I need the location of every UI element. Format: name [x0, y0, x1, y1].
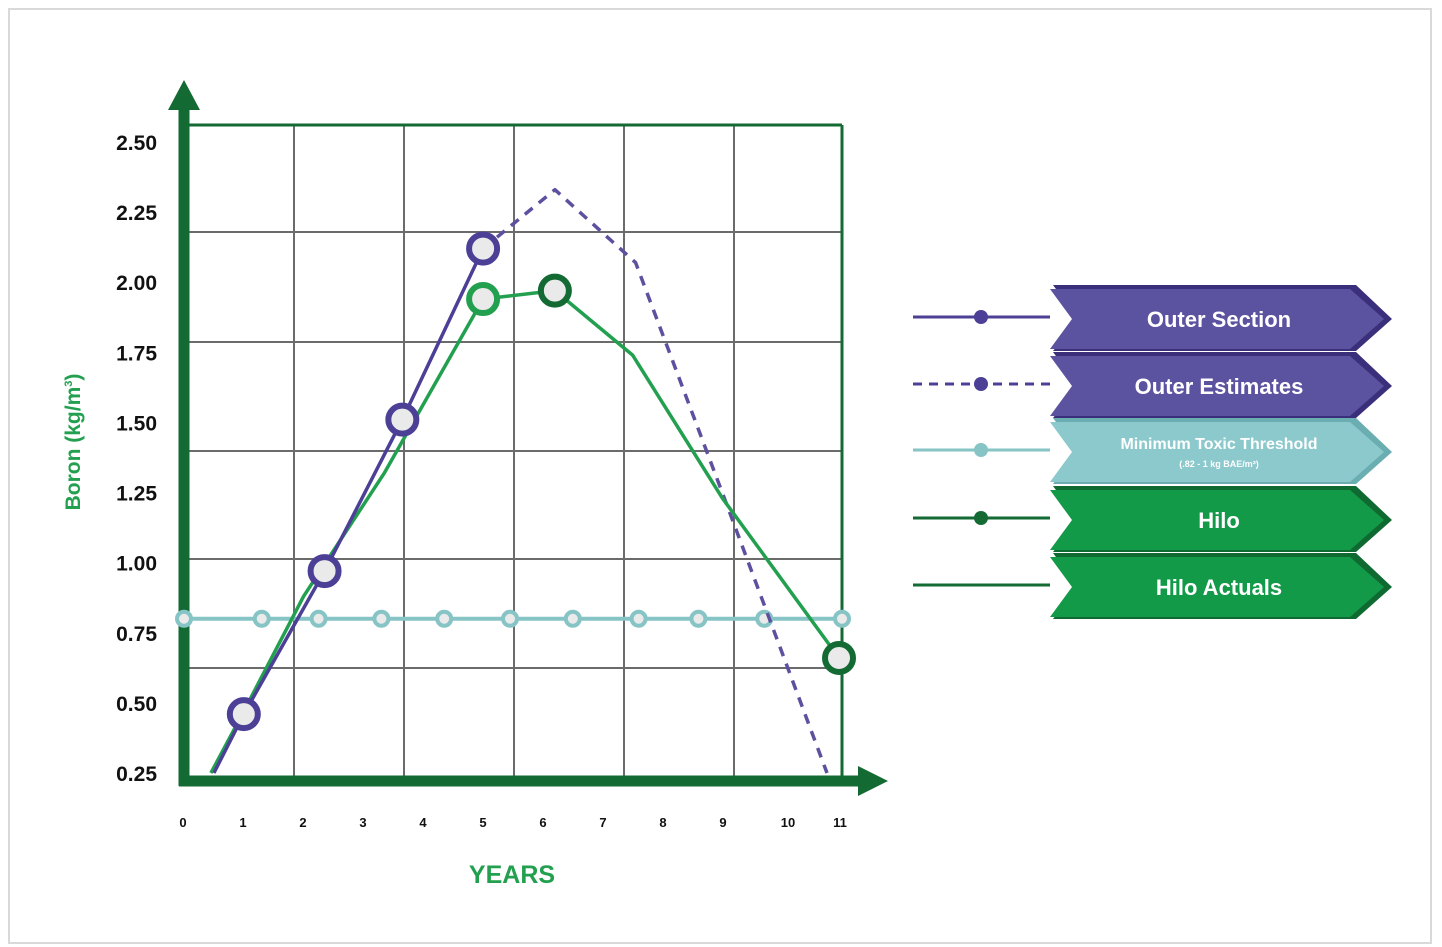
marker-minimum-toxic-threshold — [372, 609, 391, 628]
x-axis-arrow-icon — [858, 766, 888, 796]
axes — [168, 80, 888, 796]
x-tick-label: 0 — [179, 815, 186, 830]
legend-item-outer-section: Outer Section — [913, 285, 1392, 351]
marker-hilo-actuals — [466, 282, 501, 317]
x-tick-label: 10 — [781, 815, 795, 830]
marker-outer-section — [226, 697, 261, 732]
legend-dot-marker — [974, 443, 988, 457]
legend-item-hilo: Hilo — [913, 486, 1392, 552]
marker-outer-section — [385, 402, 420, 437]
x-tick-label: 9 — [719, 815, 726, 830]
series-line-outer-section — [212, 247, 485, 774]
y-tick-label: 1.50 — [116, 412, 157, 435]
marker-minimum-toxic-threshold — [689, 609, 708, 628]
legend-banner — [1050, 490, 1384, 550]
y-axis-label-close: ) — [62, 374, 85, 381]
legend-label: Hilo Actuals — [1156, 575, 1282, 600]
y-tick-label: 1.25 — [116, 483, 157, 506]
x-axis-label: YEARS — [469, 861, 555, 889]
legend-sublabel: (.82 - 1 kg BAE/m³) — [1179, 459, 1259, 469]
x-tick-label: 4 — [419, 815, 427, 830]
y-tick-label: 2.00 — [116, 272, 157, 295]
y-axis-arrow-icon — [168, 80, 200, 110]
legend-banner — [1050, 289, 1384, 349]
x-tick-label: 3 — [359, 815, 366, 830]
legend-banner — [1050, 557, 1384, 617]
y-tick-label: 1.75 — [116, 342, 157, 365]
x-tick-label: 11 — [833, 815, 847, 830]
marker-outer-section — [307, 554, 342, 589]
series — [175, 187, 857, 774]
marker-minimum-toxic-threshold — [175, 609, 193, 628]
marker-minimum-toxic-threshold — [833, 609, 851, 628]
y-tick-label: 2.25 — [116, 202, 157, 225]
x-tick-label: 2 — [299, 815, 306, 830]
marker-minimum-toxic-threshold — [252, 609, 271, 628]
legend-label: Minimum Toxic Threshold — [1120, 436, 1317, 453]
legend-label: Outer Estimates — [1135, 374, 1304, 399]
series-line-hilo-actuals — [209, 288, 841, 774]
y-tick-label: 1.00 — [116, 553, 157, 576]
y-tick-label: 0.50 — [116, 693, 157, 716]
series-line-outer-estimates — [481, 187, 829, 774]
x-tick-label: 1 — [239, 815, 246, 830]
y-tick-label: 0.25 — [116, 763, 157, 786]
y-tick-labels: 2.50 2.25 2.00 1.75 1.50 1.25 1.00 0.75 0.50 0.25 — [116, 132, 157, 786]
x-tick-label: 6 — [539, 815, 546, 830]
marker-minimum-toxic-threshold — [563, 609, 582, 628]
legend-item-outer-estimates: Outer Estimates — [913, 352, 1392, 418]
marker-hilo — [822, 641, 857, 676]
marker-outer-section — [466, 231, 501, 266]
legend: Outer Section Outer Estimates Minimum Toxi… — [913, 285, 1392, 619]
marker-minimum-toxic-threshold — [435, 609, 454, 628]
legend-label: Outer Section — [1147, 307, 1291, 332]
legend-banner — [1050, 422, 1384, 482]
legend-label: Hilo — [1198, 508, 1240, 533]
legend-item-hilo-actuals: Hilo Actuals — [913, 553, 1392, 619]
y-axis-label-superscript: 3 — [63, 381, 75, 387]
y-axis-label: Boron (kg/m3) — [62, 374, 85, 511]
marker-hilo — [537, 273, 572, 308]
y-tick-label: 2.50 — [116, 132, 157, 155]
marker-minimum-toxic-threshold — [629, 609, 648, 628]
x-tick-labels: 0 1 2 3 4 5 6 7 8 9 10 11 — [179, 815, 846, 830]
x-tick-label: 8 — [659, 815, 666, 830]
x-tick-label: 7 — [599, 815, 606, 830]
legend-dot-marker — [974, 377, 988, 391]
marker-minimum-toxic-threshold — [501, 609, 520, 628]
y-tick-label: 0.75 — [116, 623, 157, 646]
marker-minimum-toxic-threshold — [309, 609, 328, 628]
legend-banner — [1050, 356, 1384, 416]
legend-dot-marker — [974, 310, 988, 324]
x-tick-label: 5 — [479, 815, 486, 830]
legend-dot-marker — [974, 511, 988, 525]
legend-item-minimum-toxic-threshold: Minimum Toxic Threshold (.82 - 1 kg BAE/m… — [913, 418, 1392, 484]
